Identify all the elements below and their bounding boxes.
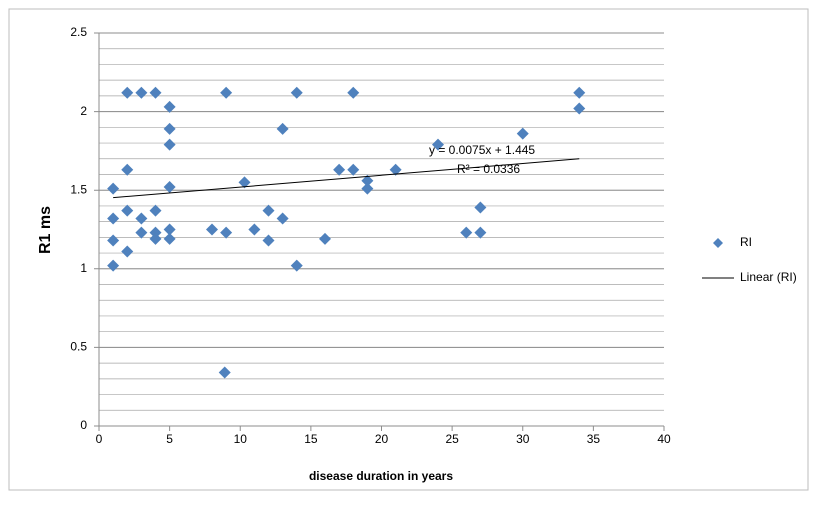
- point: [121, 204, 134, 217]
- point: [163, 138, 176, 151]
- point: [163, 122, 176, 135]
- x-tick-label: 5: [166, 432, 173, 446]
- point: [121, 245, 134, 258]
- y-axis-title: R1 ms: [37, 206, 54, 254]
- trendline-equation: y = 0.0075x + 1.445: [429, 143, 535, 157]
- point: [107, 259, 120, 272]
- point: [149, 226, 162, 239]
- point: [262, 234, 275, 247]
- point: [163, 223, 176, 236]
- point: [220, 86, 233, 99]
- x-tick-label: 15: [304, 432, 318, 446]
- x-tick-label: 30: [516, 432, 530, 446]
- x-tick-label: 20: [375, 432, 389, 446]
- point: [432, 138, 444, 151]
- point: [107, 234, 120, 247]
- point: [290, 259, 303, 272]
- point: [347, 163, 360, 176]
- point: [206, 223, 218, 236]
- y-tick-label: 1: [80, 261, 87, 275]
- x-tick-label: 10: [234, 432, 248, 446]
- point: [218, 366, 231, 379]
- point: [460, 226, 473, 239]
- point: [163, 232, 176, 245]
- y-tick-label: 2.5: [70, 25, 87, 39]
- legend-label: RI: [740, 235, 752, 249]
- point: [135, 212, 148, 225]
- point: [361, 182, 374, 195]
- point: [163, 181, 176, 194]
- point: [347, 86, 360, 99]
- legend-label: Linear (RI): [740, 270, 797, 284]
- point: [573, 86, 586, 99]
- trendline-r2: R² = 0.0336: [457, 162, 520, 176]
- point: [107, 212, 120, 225]
- y-tick-label: 0.5: [70, 340, 87, 354]
- point: [149, 232, 162, 245]
- point: [107, 182, 120, 195]
- point: [573, 102, 586, 115]
- point: [248, 223, 261, 236]
- point: [121, 163, 134, 176]
- x-axis-title: disease duration in years: [309, 469, 453, 483]
- point: [319, 232, 331, 245]
- x-tick-label: 35: [587, 432, 601, 446]
- point: [135, 226, 148, 239]
- trendline: [113, 158, 580, 199]
- point: [238, 176, 251, 189]
- point: [121, 86, 134, 99]
- point: [276, 212, 289, 225]
- x-tick-label: 40: [657, 432, 671, 446]
- point: [474, 201, 487, 214]
- x-tick-label: 0: [96, 432, 103, 446]
- point: [361, 174, 374, 187]
- point: [135, 86, 148, 99]
- point: [149, 204, 162, 217]
- point: [290, 86, 303, 99]
- legend-marker: [713, 238, 723, 248]
- point: [220, 226, 233, 239]
- y-tick-label: 0: [80, 418, 87, 432]
- point: [389, 163, 402, 176]
- point: [516, 127, 529, 140]
- point: [276, 122, 289, 135]
- point: [333, 163, 346, 176]
- point: [262, 204, 275, 217]
- y-tick-label: 2: [80, 104, 87, 118]
- point: [149, 86, 162, 99]
- y-tick-label: 1.5: [70, 182, 87, 196]
- point: [163, 100, 176, 113]
- x-tick-label: 25: [445, 432, 459, 446]
- point: [474, 226, 487, 239]
